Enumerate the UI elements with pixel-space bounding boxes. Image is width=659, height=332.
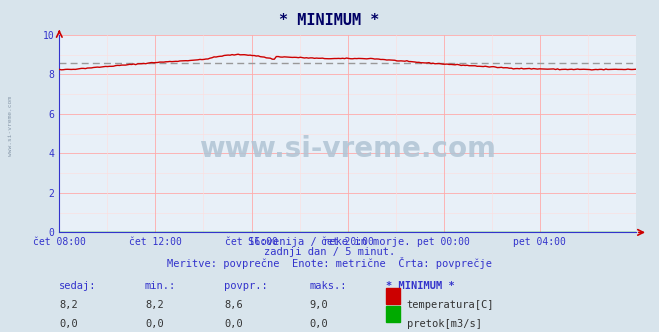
Text: 8,2: 8,2 [59, 300, 78, 310]
Text: 9,0: 9,0 [310, 300, 328, 310]
Text: 0,0: 0,0 [145, 319, 163, 329]
Text: * MINIMUM *: * MINIMUM * [386, 281, 454, 290]
Text: 0,0: 0,0 [310, 319, 328, 329]
Text: pretok[m3/s]: pretok[m3/s] [407, 319, 482, 329]
Text: 0,0: 0,0 [224, 319, 243, 329]
Text: zadnji dan / 5 minut.: zadnji dan / 5 minut. [264, 247, 395, 257]
Text: Meritve: povprečne  Enote: metrične  Črta: povprečje: Meritve: povprečne Enote: metrične Črta:… [167, 257, 492, 269]
Text: 8,2: 8,2 [145, 300, 163, 310]
Text: 8,6: 8,6 [224, 300, 243, 310]
Text: sedaj:: sedaj: [59, 281, 97, 290]
Text: min.:: min.: [145, 281, 176, 290]
Text: www.si-vreme.com: www.si-vreme.com [8, 96, 13, 156]
Text: * MINIMUM *: * MINIMUM * [279, 13, 380, 28]
Text: 0,0: 0,0 [59, 319, 78, 329]
Text: www.si-vreme.com: www.si-vreme.com [199, 135, 496, 163]
Text: maks.:: maks.: [310, 281, 347, 290]
Text: povpr.:: povpr.: [224, 281, 268, 290]
Text: Slovenija / reke in morje.: Slovenija / reke in morje. [248, 237, 411, 247]
Text: temperatura[C]: temperatura[C] [407, 300, 494, 310]
